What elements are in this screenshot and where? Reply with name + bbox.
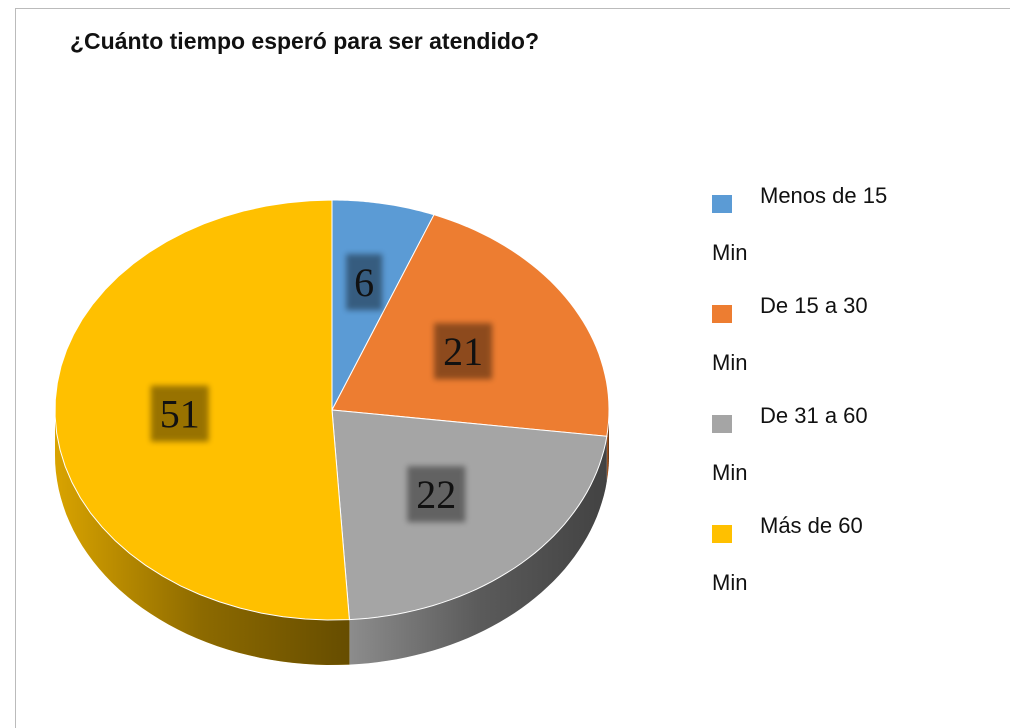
frame — [15, 8, 1010, 728]
legend-entry: De 31 a 60 Min — [712, 387, 897, 501]
chart: 6 21 22 51 — [54, 199, 610, 665]
legend-swatch — [712, 305, 732, 323]
pie-slice — [331, 199, 435, 411]
chart-title: ¿Cuánto tiempo esperó para ser atendido? — [70, 28, 540, 54]
legend-label: Más de 60 Min — [712, 513, 863, 595]
legend-entry: Menos de 15 Min — [712, 167, 897, 281]
data-label: 22 — [416, 472, 456, 517]
data-label-bg — [407, 466, 466, 523]
legend-swatch — [712, 195, 732, 213]
pie-side-shade — [55, 410, 350, 665]
data-label: 51 — [160, 392, 200, 437]
legend-swatch — [712, 525, 732, 543]
legend-entry: Más de 60 Min — [712, 497, 897, 611]
pie-slice — [331, 409, 608, 621]
pie-side-shade — [349, 436, 607, 665]
legend-label: Menos de 15 Min — [712, 183, 888, 265]
data-label-bg — [434, 323, 493, 380]
legend-entry: De 15 a 30 Min — [712, 277, 897, 391]
data-label-bg — [150, 385, 209, 442]
legend-swatch — [712, 415, 732, 433]
page: ¿Cuánto tiempo esperó para ser atendido?… — [15, 8, 1010, 728]
legend-label: De 15 a 30 Min — [712, 293, 868, 375]
legend-label: De 31 a 60 Min — [712, 403, 868, 485]
data-label-bg — [346, 254, 383, 311]
data-label: 21 — [443, 329, 483, 374]
data-label: 6 — [354, 260, 374, 305]
